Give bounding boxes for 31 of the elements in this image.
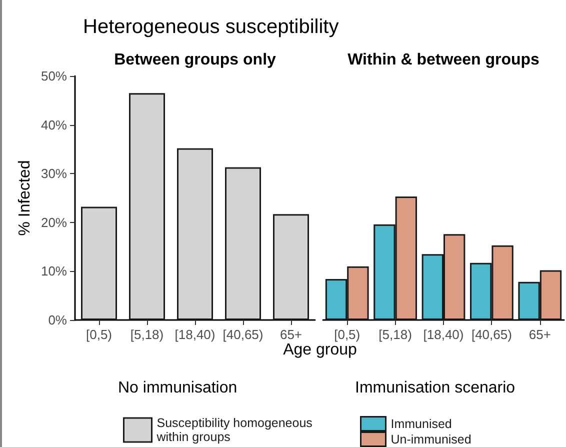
bar bbox=[81, 206, 117, 320]
x-tick-label: [0,5) bbox=[334, 327, 360, 342]
y-tick-label: 50% bbox=[40, 68, 68, 84]
x-tick-label: [0,5) bbox=[86, 327, 112, 342]
y-tick-label: 0% bbox=[48, 312, 68, 328]
x-axis-title: Age group bbox=[283, 342, 358, 358]
bar bbox=[273, 214, 309, 320]
x-tick-label: [18,40) bbox=[174, 327, 216, 342]
chart-subtitle: Within & between groups bbox=[348, 52, 540, 68]
legend-label: Un-immunised bbox=[390, 432, 472, 446]
y-tick-label: 30% bbox=[40, 166, 68, 182]
x-tick-label: 65+ bbox=[280, 327, 302, 342]
y-tick-label: 10% bbox=[40, 264, 68, 279]
x-tick-label: [40,65) bbox=[471, 327, 512, 342]
y-axis-title: % Infected bbox=[16, 160, 34, 236]
chart-title: Heterogeneous susceptibility bbox=[83, 16, 339, 38]
legend-label: Susceptibility homogeneous within groups bbox=[156, 416, 316, 444]
legend-title: No immunisation bbox=[118, 380, 238, 396]
x-tick-label: [5,18) bbox=[130, 327, 164, 342]
x-tick-label: 65+ bbox=[528, 327, 551, 342]
x-tick-label: [5,18) bbox=[378, 327, 412, 342]
chart-subtitle: Between groups only bbox=[114, 52, 276, 68]
y-tick-label: 40% bbox=[40, 117, 68, 132]
legend-label: Immunised bbox=[390, 416, 452, 431]
legend-title: Immunisation scenario bbox=[355, 380, 516, 396]
x-tick-label: [40,65) bbox=[222, 327, 264, 342]
bar bbox=[129, 93, 165, 320]
y-tick-label: 20% bbox=[40, 214, 68, 230]
x-tick-label: [18,40) bbox=[423, 327, 464, 342]
bar bbox=[177, 148, 213, 320]
bar bbox=[225, 167, 261, 320]
